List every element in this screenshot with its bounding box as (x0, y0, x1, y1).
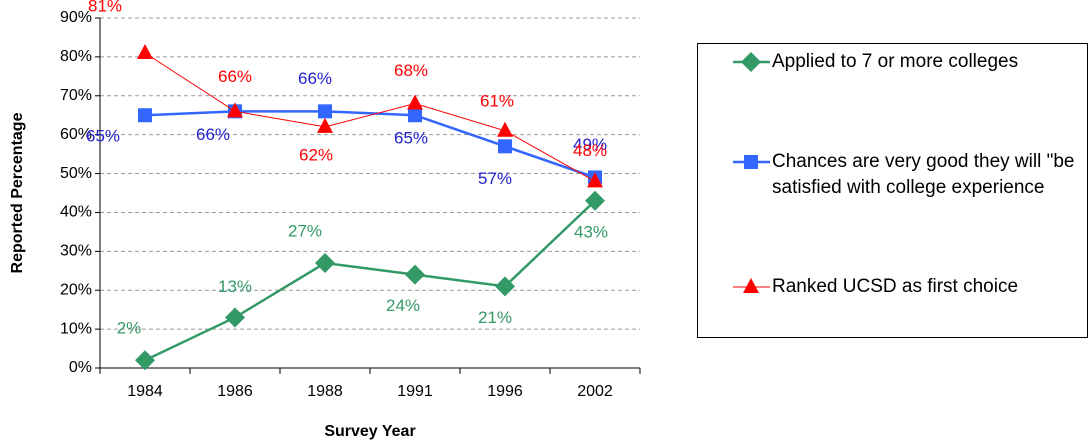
data-label: 66% (218, 67, 252, 86)
data-label: 68% (394, 61, 428, 80)
data-label: 81% (88, 0, 122, 15)
series-line (144, 199, 596, 362)
legend-marker (744, 155, 758, 169)
data-point (585, 190, 605, 211)
data-point (135, 350, 155, 371)
legend-label: Ranked UCSD as first choice (772, 276, 1019, 297)
data-point (137, 44, 153, 59)
data-label: 65% (394, 129, 428, 148)
data-point (408, 108, 422, 123)
y-tick-label: 20% (60, 281, 92, 298)
x-tick-label: 1996 (487, 383, 523, 400)
y-tick-label: 80% (60, 48, 92, 65)
series-line (144, 52, 596, 182)
y-tick-label: 40% (60, 204, 92, 221)
data-point (495, 276, 515, 297)
data-label: 66% (298, 69, 332, 88)
y-tick-label: 70% (60, 87, 92, 104)
data-label: 13% (218, 277, 252, 296)
x-tick-label: 1988 (307, 383, 343, 400)
legend-marker (743, 278, 759, 293)
y-tick-label: 90% (60, 9, 92, 26)
y-tick-label: 30% (60, 243, 92, 260)
data-point (587, 172, 603, 188)
data-label: 27% (288, 221, 322, 240)
y-tick-label: 60% (60, 126, 92, 143)
data-label: 66% (196, 125, 230, 144)
y-tick-label: 50% (60, 165, 92, 182)
data-point (315, 253, 335, 273)
data-point (227, 102, 243, 118)
x-tick-label: 1991 (397, 383, 433, 400)
legend-label: Applied to 7 or more colleges (772, 51, 1019, 72)
data-point (498, 139, 512, 154)
y-axis-title: Reported Percentage (9, 112, 26, 273)
data-label: 62% (299, 145, 333, 164)
y-tick-label: 0% (69, 359, 92, 376)
series-line (144, 110, 596, 179)
data-label: 57% (478, 169, 512, 188)
data-point (225, 307, 245, 328)
x-tick-label: 1986 (217, 383, 253, 400)
legend-label: Chances are very good they will "be sati… (772, 151, 1075, 198)
legend-box (697, 43, 1088, 338)
data-label: 49% (573, 135, 607, 154)
data-label: 2% (117, 319, 142, 338)
data-point (405, 264, 425, 285)
y-tick-label: 10% (60, 320, 92, 337)
data-point (318, 104, 332, 119)
data-point (317, 117, 333, 133)
data-label: 24% (386, 296, 420, 315)
x-tick-label: 1984 (127, 383, 163, 400)
x-axis-title: Survey Year (324, 423, 415, 440)
data-point (497, 121, 513, 137)
data-label: 65% (86, 127, 120, 146)
x-tick-label: 2002 (577, 383, 613, 400)
legend-marker (741, 52, 761, 72)
data-label: 48% (573, 141, 607, 160)
data-label: 21% (478, 308, 512, 327)
data-point (407, 94, 423, 110)
data-label: 43% (574, 222, 608, 241)
data-point (138, 108, 152, 123)
data-label: 61% (480, 91, 514, 110)
